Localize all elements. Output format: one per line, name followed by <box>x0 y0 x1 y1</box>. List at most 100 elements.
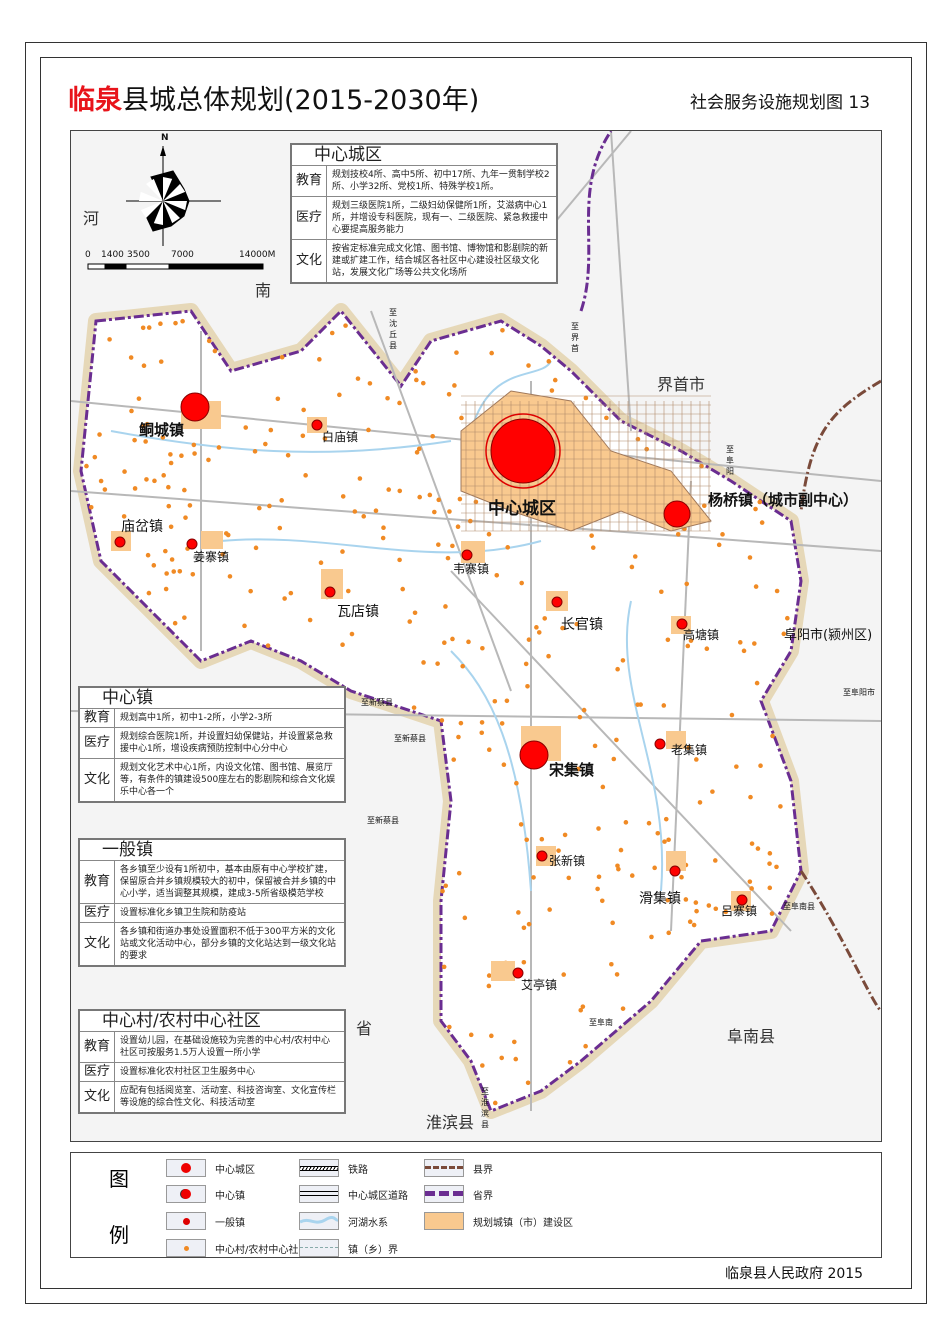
village-dot <box>417 494 422 500</box>
village-dot <box>500 327 505 333</box>
build-area <box>201 531 223 549</box>
row-text: 规划高中1所，初中1-2所，小学2-3所 <box>114 708 346 728</box>
village-dot <box>583 395 589 401</box>
north-arrow-icon <box>160 146 166 156</box>
village-dot <box>618 847 624 853</box>
village-dot <box>767 851 773 856</box>
village-dot <box>414 450 420 455</box>
village-dot <box>166 484 171 490</box>
village-dot <box>151 563 157 568</box>
village-dot <box>173 320 178 326</box>
county-border-line-icon <box>424 1159 464 1177</box>
village-dot <box>462 915 468 921</box>
village-dot <box>666 837 671 843</box>
table-row: 文化 各乡镇和街道办事处设置面积不低于300平方米的文化站或文化活动中心，部分乡镇… <box>78 922 346 967</box>
village-dot <box>172 620 178 626</box>
village-dot <box>345 588 351 594</box>
village-dot <box>534 625 539 630</box>
village-dot <box>577 714 583 720</box>
neighbor-label: 阜阳市(颍州区) <box>784 628 873 643</box>
village-dot <box>140 325 146 331</box>
wind-rose-segment <box>139 191 163 201</box>
village-dot <box>373 508 379 514</box>
village-dot <box>447 509 452 514</box>
direction-label: 至新蔡县 <box>367 816 399 825</box>
legend-label: 省界 <box>473 1190 493 1202</box>
village-dot <box>460 663 465 669</box>
village-dot <box>168 452 173 457</box>
city-ring <box>485 413 561 489</box>
town-label: 艾亭镇 <box>521 978 558 992</box>
village-dot <box>749 886 754 891</box>
legend-label: 中心城区 <box>215 1164 255 1176</box>
village-dot <box>629 873 635 878</box>
road-line-icon <box>299 1185 339 1203</box>
legend-item: 省界 <box>424 1183 493 1205</box>
legend-item: 一般镇 <box>166 1210 245 1232</box>
village-dot <box>163 586 169 592</box>
village-dot <box>526 363 531 368</box>
village-dot <box>720 532 725 537</box>
village-dot <box>688 638 694 643</box>
village-dot <box>177 568 183 574</box>
village-dot <box>754 680 760 686</box>
village-dot <box>206 338 212 344</box>
village-dot <box>300 433 306 439</box>
village-dot <box>443 604 448 609</box>
village-dot <box>397 488 403 494</box>
village-dot <box>610 920 615 926</box>
town-label: 姜寨镇 <box>193 550 230 564</box>
village-dot <box>288 590 294 596</box>
village-dot <box>220 551 225 557</box>
village-dot <box>206 457 211 463</box>
village-dot <box>704 646 710 652</box>
town-dot <box>536 850 548 862</box>
village-dot <box>161 473 166 478</box>
village-dot <box>480 645 485 651</box>
town-label: 杨桥镇（城市副中心） <box>708 491 859 509</box>
village-dot <box>98 478 104 484</box>
table-city-services: 中心城区 教育 规划技校4所、高中5所、初中17所、九年一贯制学校2所、小学32所… <box>290 143 558 284</box>
village-dot <box>227 574 233 579</box>
town-dot <box>114 536 126 548</box>
village-dot <box>542 616 548 621</box>
legend-label: 镇（乡）界 <box>348 1244 398 1256</box>
town-dot <box>551 596 563 608</box>
town-dot <box>311 419 323 431</box>
village-dot <box>749 841 755 846</box>
village-dot <box>747 879 753 884</box>
village-dot <box>665 897 671 903</box>
village-dot <box>456 734 461 740</box>
village-dot <box>450 636 455 642</box>
village-dot <box>414 377 419 383</box>
village-dot <box>191 442 197 448</box>
village-dot <box>436 542 441 547</box>
village-dot <box>440 888 445 894</box>
village-dot <box>556 848 561 853</box>
village-dot <box>767 861 772 866</box>
village-dot <box>655 830 661 836</box>
village-dot <box>747 555 753 560</box>
village-dot <box>734 764 739 769</box>
village-dot <box>322 436 328 441</box>
row-key: 医疗 <box>290 196 327 240</box>
village-dot <box>526 637 532 642</box>
village-dot <box>712 858 718 863</box>
village-dot <box>144 421 150 427</box>
outer-frame <box>25 42 927 1304</box>
direction-label: 至阜阳市 <box>843 688 875 697</box>
village-dot <box>531 875 536 880</box>
town-dot <box>180 392 210 422</box>
town-label: 中心城区 <box>488 499 556 519</box>
legend-title: 例 <box>109 1223 129 1247</box>
build-area <box>491 961 515 981</box>
village-dot <box>486 973 492 978</box>
water-line-icon <box>299 1212 339 1230</box>
town-dot <box>186 538 198 550</box>
village-dot <box>84 463 89 469</box>
village-dot <box>436 497 442 503</box>
village-dot <box>458 720 464 726</box>
village-dot <box>451 757 457 762</box>
village-dot <box>741 648 747 654</box>
legend-item: 镇（乡）界 <box>299 1237 398 1259</box>
